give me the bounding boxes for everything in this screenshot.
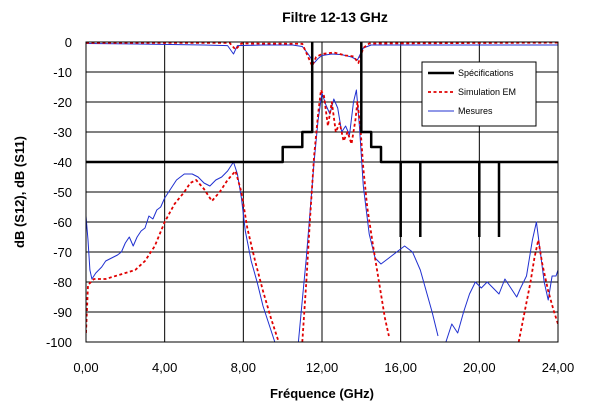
series-line bbox=[86, 161, 276, 343]
series-layer bbox=[86, 41, 558, 343]
x-tick-label: 20,00 bbox=[463, 360, 496, 375]
chart-title: Filtre 12-13 GHz bbox=[282, 9, 388, 25]
series-line bbox=[86, 43, 558, 64]
y-tick-label: 0 bbox=[65, 35, 72, 50]
x-tick-label: 24,00 bbox=[542, 360, 575, 375]
series-line bbox=[86, 42, 314, 164]
x-tick-label: 8,00 bbox=[231, 360, 256, 375]
y-tick-label: -100 bbox=[46, 335, 72, 350]
x-tick-label: 16,00 bbox=[384, 360, 417, 375]
y-tick-label: -50 bbox=[53, 185, 72, 200]
legend-entry: Mesures bbox=[458, 106, 493, 116]
y-tick-label: -20 bbox=[53, 95, 72, 110]
x-axis-label: Fréquence (GHz) bbox=[270, 386, 374, 401]
y-tick-label: -30 bbox=[53, 125, 72, 140]
tick-labels: 0,00 4,00 8,00 12,00 16,00 20,00 24,00 0 -10 -20 -… bbox=[46, 35, 574, 375]
series-line bbox=[301, 89, 390, 343]
legend-entry: Spécifications bbox=[458, 68, 514, 78]
plot-frame bbox=[85, 41, 559, 343]
legend-entry: Simulation EM bbox=[458, 87, 516, 97]
x-tick-label: 12,00 bbox=[306, 360, 339, 375]
legend: Spécifications Simulation EM Mesures bbox=[421, 61, 537, 127]
y-tick-label: -90 bbox=[53, 305, 72, 320]
series-line bbox=[297, 89, 439, 343]
x-tick-label: 0,00 bbox=[73, 360, 98, 375]
y-tick-label: -10 bbox=[53, 65, 72, 80]
y-tick-label: -70 bbox=[53, 245, 72, 260]
series-line bbox=[445, 221, 558, 343]
series-line bbox=[86, 170, 280, 343]
series-line bbox=[517, 239, 558, 343]
y-tick-label: -80 bbox=[53, 275, 72, 290]
y-tick-label: -40 bbox=[53, 155, 72, 170]
series-line bbox=[360, 42, 558, 164]
y-axis-label: dB (S12), dB (S11) bbox=[12, 136, 27, 248]
series-sp-cifications bbox=[86, 42, 558, 237]
series-mesures bbox=[86, 43, 558, 343]
y-tick-label: -60 bbox=[53, 215, 72, 230]
x-tick-label: 4,00 bbox=[152, 360, 177, 375]
